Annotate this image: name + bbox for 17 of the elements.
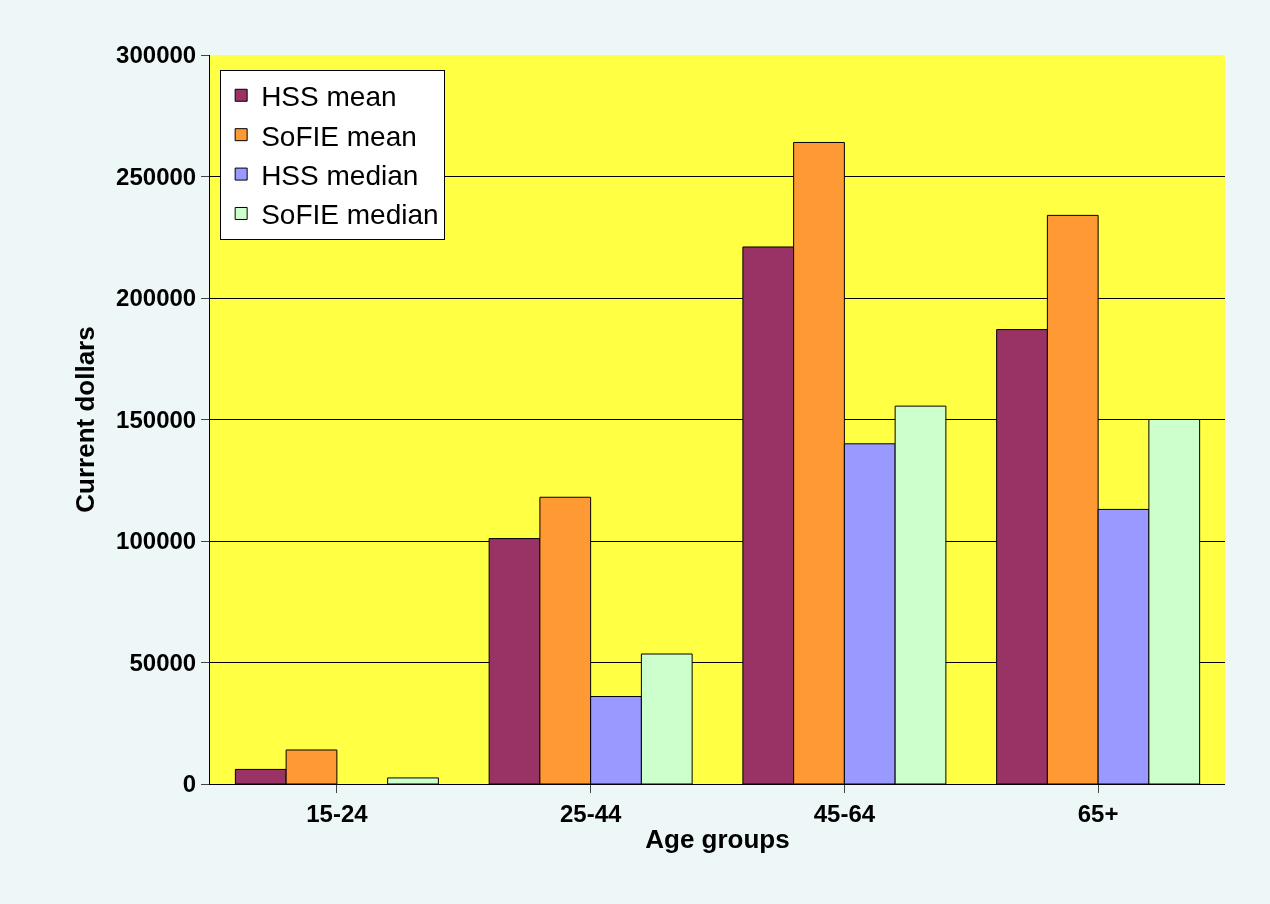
y-axis-title: Current dollars: [69, 326, 100, 513]
legend-label: HSS mean: [261, 81, 397, 113]
y-tick-label: 50000: [129, 648, 197, 676]
y-tick-label: 250000: [116, 162, 197, 190]
legend-label: SoFIE mean: [261, 120, 417, 152]
y-tick-label: 100000: [116, 527, 197, 555]
x-tick-label: 65+: [1077, 799, 1119, 827]
x-tick-label: 45-64: [813, 799, 876, 827]
y-tick-label: 150000: [116, 405, 197, 433]
legend-label: SoFIE median: [261, 199, 439, 231]
legend-label: HSS median: [261, 160, 419, 191]
y-tick-label: 300000: [116, 41, 197, 69]
x-tick-label: 15-24: [306, 799, 369, 827]
y-tick-label: 0: [182, 770, 197, 798]
x-axis-title: Age groups: [645, 824, 790, 855]
x-tick-label: 25-44: [559, 799, 622, 827]
y-tick-label: 200000: [116, 284, 197, 312]
